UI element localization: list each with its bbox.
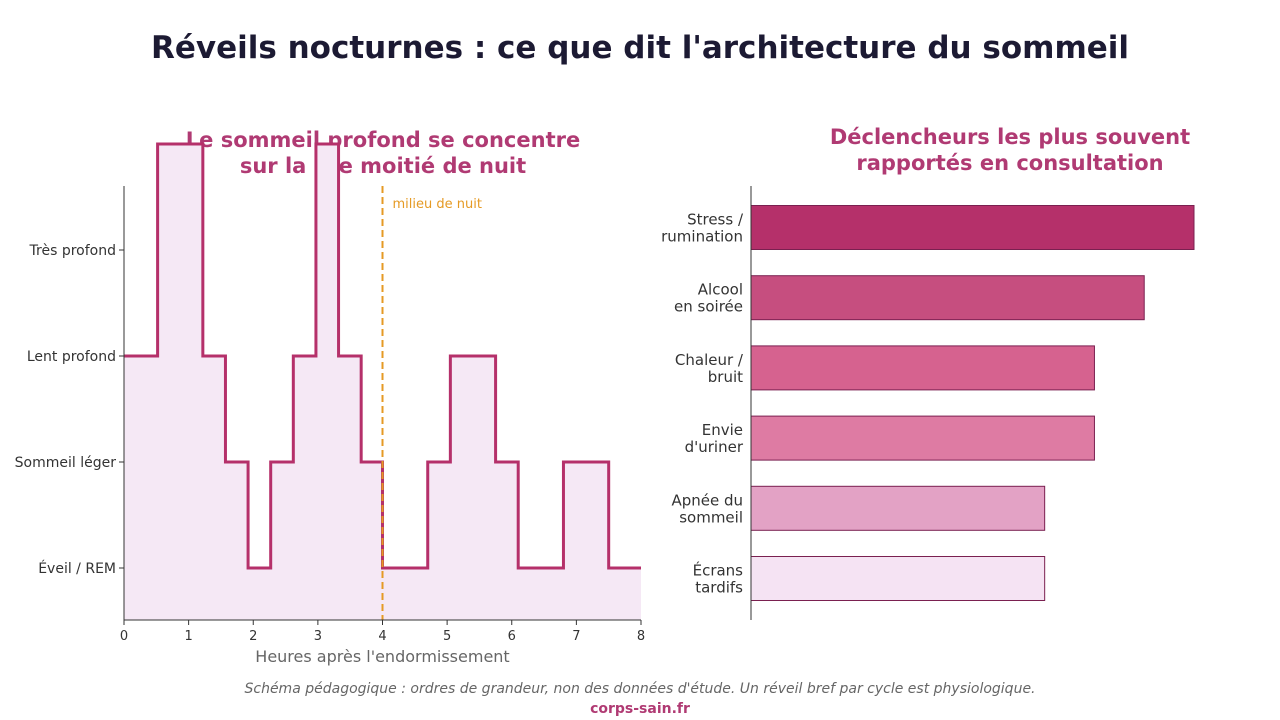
footnote: Schéma pédagogique : ordres de grandeur,… (244, 681, 1036, 697)
x-axis-label: Heures après l'endormissement (255, 647, 509, 666)
bar (750, 556, 1046, 601)
y-tick-label: Très profond (29, 243, 116, 259)
category-label: Chaleur / bruit (675, 351, 744, 386)
bar (750, 205, 1195, 250)
category-label: Écrans tardifs (693, 561, 744, 597)
x-tick-label: 2 (249, 629, 257, 644)
fill-layer (124, 144, 641, 620)
bar (750, 275, 1145, 321)
bar (750, 345, 1095, 391)
y-tick-label: Éveil / REM (38, 560, 116, 577)
x-tick-label: 0 (120, 629, 128, 644)
bar (750, 415, 1095, 461)
annotation-layer: milieu de nuit (381, 186, 482, 620)
bar (750, 485, 1046, 531)
category-label: Stress / rumination (661, 211, 744, 246)
source-label: corps-sain.fr (590, 701, 690, 717)
x-tick-label: 4 (378, 629, 386, 644)
bar-axes-layer: Stress / rumination Alcool en soirée Chaleur… (661, 186, 752, 620)
hypnogram-area (124, 144, 641, 620)
x-tick-label: 7 (572, 629, 580, 644)
x-tick-label: 6 (508, 629, 516, 644)
x-tick-label: 5 (443, 629, 451, 644)
category-label: Alcool en soirée (674, 281, 743, 316)
category-label: Apnée du sommeil (671, 491, 743, 526)
axes-layer: 0 1 2 3 4 5 6 7 8 Éveil / REM Sommeil léger Lent pr… (15, 186, 645, 666)
midpoint-label: milieu de nuit (393, 197, 482, 212)
bars-layer (750, 205, 1195, 601)
x-tick-label: 1 (184, 629, 192, 644)
x-tick-label: 8 (637, 629, 645, 644)
y-tick-label: Lent profond (27, 349, 116, 365)
page-title: Réveils nocturnes : ce que dit l'archite… (150, 30, 1130, 66)
series-layer (124, 142, 641, 570)
hypnogram-line (124, 142, 641, 570)
triggers-chart-title: Déclencheurs les plus souvent rapportés … (829, 125, 1191, 175)
x-tick-label: 3 (314, 629, 322, 644)
category-label: Envie d'uriner (685, 421, 744, 456)
y-tick-label: Sommeil léger (15, 455, 117, 471)
